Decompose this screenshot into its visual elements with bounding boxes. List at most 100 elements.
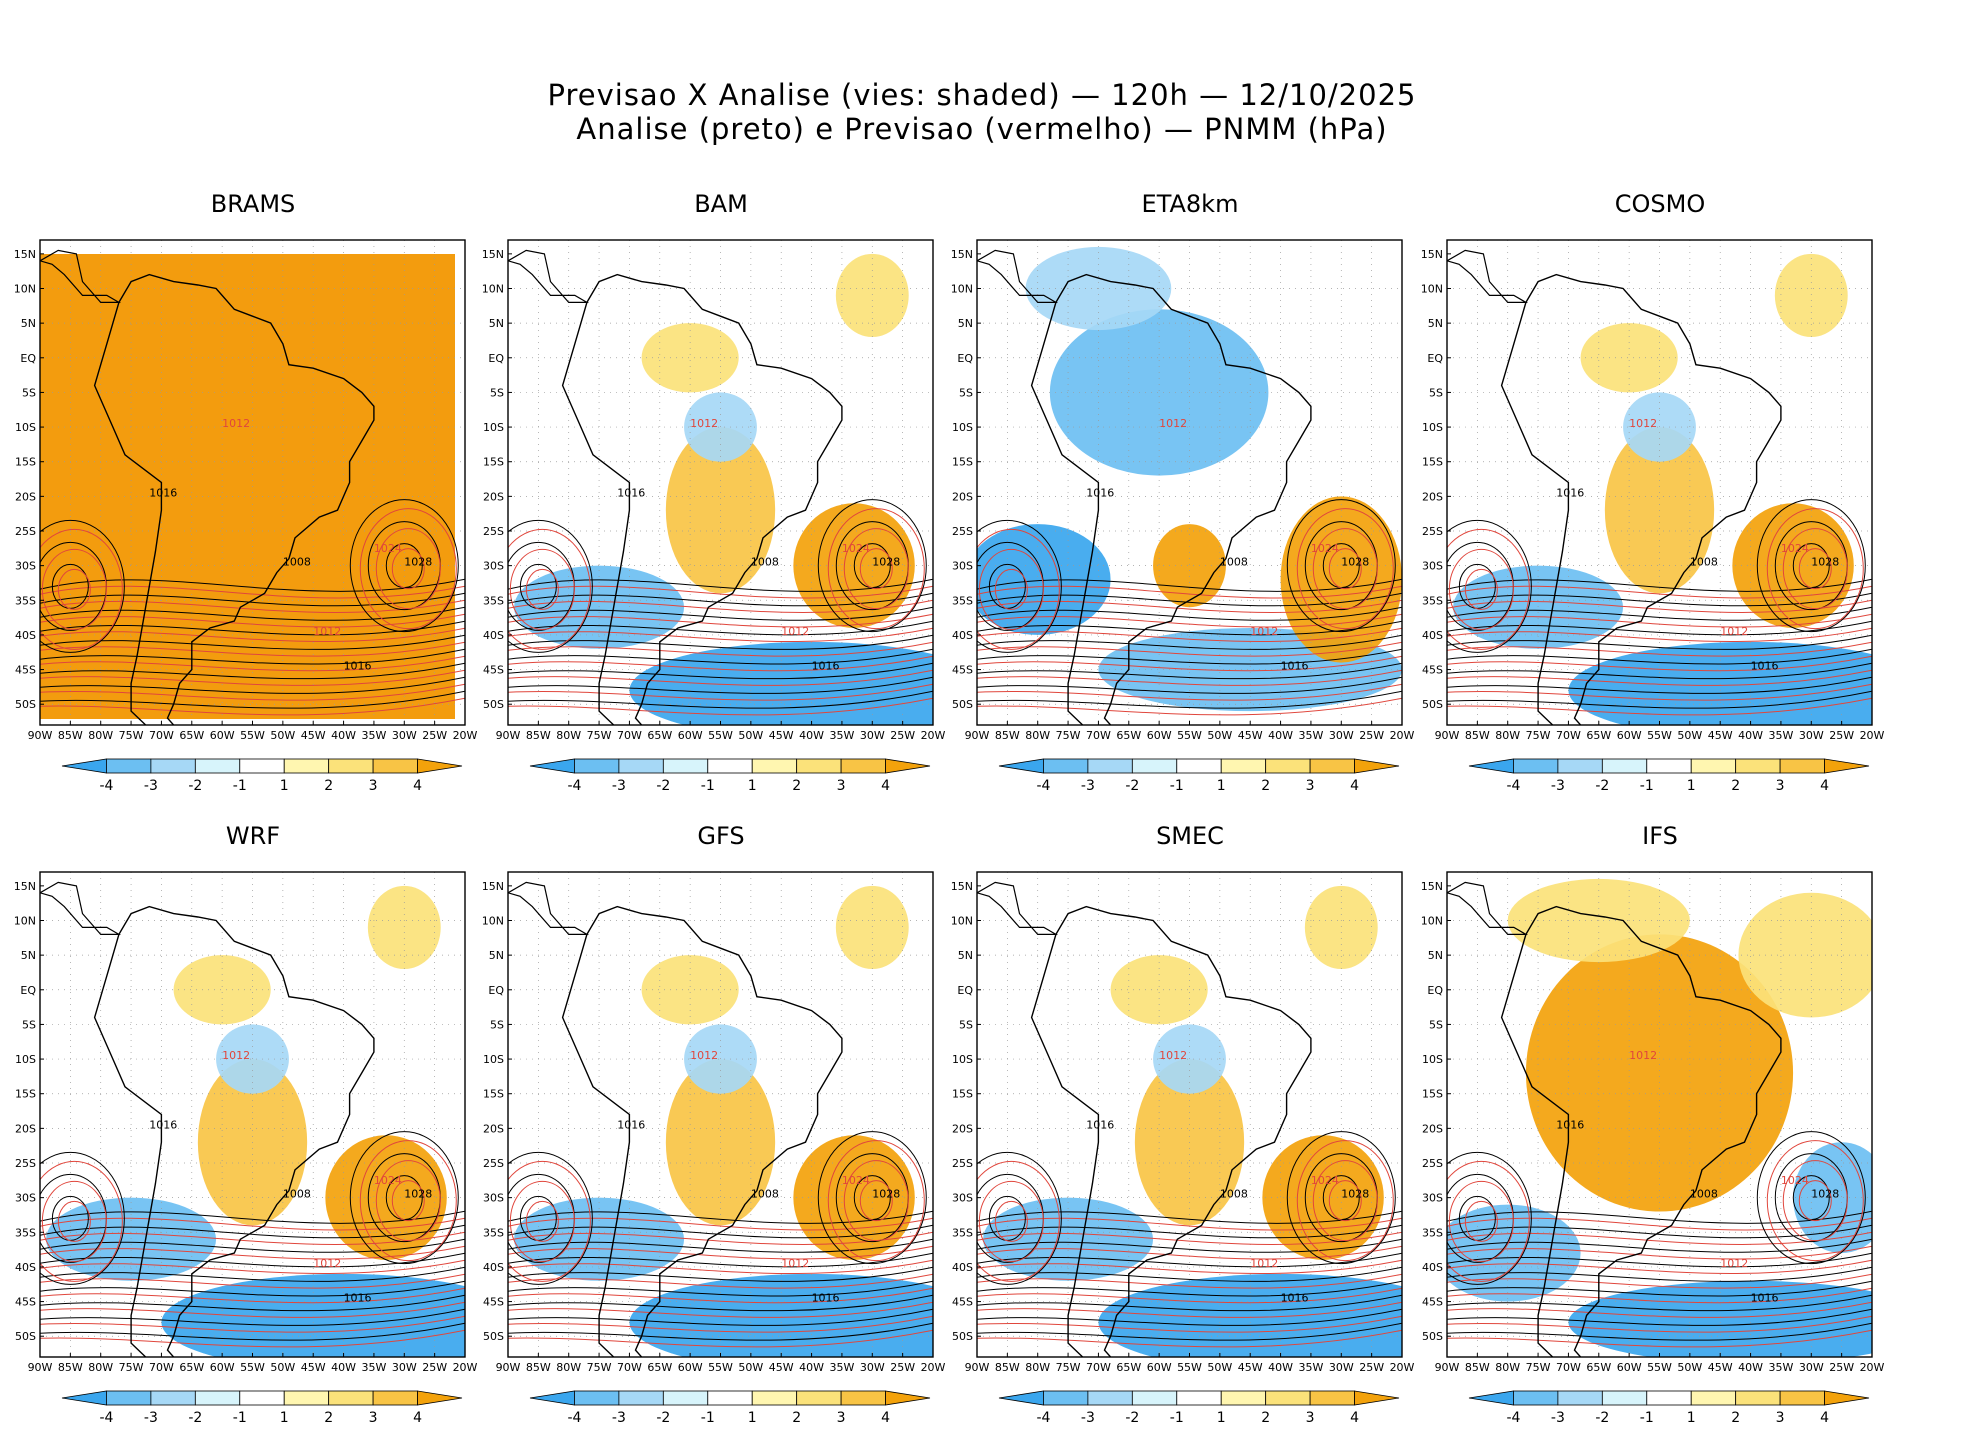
colorbar-segment [618,1390,664,1406]
forecast-isobar [977,627,1402,643]
forecast-isobar [1798,1180,1832,1222]
colorbar-label: 2 [1261,778,1270,794]
lon-tick-label: 45W [1238,1361,1263,1374]
contour-label: 1024 [1311,542,1339,555]
colorbar-label: -4 [99,778,113,794]
bias-shading [684,392,757,462]
colorbar-segment [239,758,285,774]
lat-tick-label: 35S [483,594,504,607]
forecast-isobar [977,683,1402,701]
analysis-isobar [1447,634,1872,650]
colorbar-segment [106,1390,152,1406]
colorbar-label: 2 [324,778,333,794]
analysis-isobar [1447,1322,1872,1341]
lat-tick-label: 30S [15,1192,36,1205]
central-america-outline [977,249,1059,303]
colorbar-label: 3 [1306,778,1315,794]
lon-tick-label: 80W [1025,1361,1050,1374]
colorbar-label: 4 [413,1410,422,1426]
contour-label: 1024 [842,542,870,555]
colorbar-segment [1220,1390,1267,1406]
forecast-isobar [977,1217,1402,1231]
colorbar-segment [1265,1390,1311,1406]
contour-label: 1016 [1086,1118,1114,1131]
contour-label: 1028 [1341,1188,1369,1201]
forecast-isobar [1447,669,1872,686]
lon-tick-label: 30W [1329,1361,1354,1374]
colorbar-label: -1 [1170,778,1184,794]
contour-label: 1024 [1781,542,1809,555]
colorbar-segment [1557,1390,1603,1406]
forecast-isobar [40,1245,465,1260]
lon-tick-label: 40W [1268,729,1293,742]
analysis-isobar [40,648,465,665]
lat-tick-label: 25S [1422,525,1443,538]
lon-tick-label: 45W [1238,729,1263,742]
colorbar-segment [574,758,620,774]
lat-tick-label: 40S [483,1261,504,1274]
bias-shading [1304,885,1378,969]
lon-tick-label: 60W [1147,729,1172,742]
forecast-isobar [375,528,441,610]
colorbar: -4 -3 -2 -1 1 2 3 4 [1468,1390,1870,1426]
lon-tick-label: 75W [1056,1361,1081,1374]
forecast-isobar [977,1301,1402,1318]
continent-outline [93,273,375,725]
bias-shading [367,885,441,969]
forecast-isobar [508,1329,933,1348]
lon-tick-label: 45W [1708,1361,1733,1374]
forecast-isobar [1328,548,1362,590]
lat-tick-label: EQ [488,352,504,365]
bias-shading [1153,524,1226,608]
lat-tick-label: 5S [22,1018,36,1031]
lat-tick-label: 30S [952,560,973,573]
lon-tick-label: 80W [1495,1361,1520,1374]
forecast-isobar [1447,1287,1872,1304]
colorbar-segment [417,1390,463,1406]
forecast-isobar [977,1287,1402,1304]
lon-tick-label: 30W [392,729,417,742]
bias-shading [1774,253,1848,337]
forecast-isobar [977,1259,1402,1275]
forecast-isobar [40,528,123,650]
lon-tick-label: 50W [1677,729,1702,742]
colorbar-segment [1513,1390,1559,1406]
colorbar-segment [1468,1390,1514,1406]
forecast-isobar [994,1200,1028,1242]
contour-label: 1012 [690,417,718,430]
figure-title-line2: Analise (preto) e Previsao (vermelho) — … [576,112,1388,146]
lat-tick-label: 20S [1422,1122,1443,1135]
lon-tick-label: 40W [799,1361,824,1374]
forecast-isobar [1447,683,1872,701]
bias-shading [173,955,271,1025]
lat-tick-label: 45S [15,664,36,677]
lat-tick-label: 20S [952,490,973,503]
colorbar-label: -2 [1595,778,1609,794]
colorbar-segment [1354,758,1400,774]
analysis-isobar [977,634,1402,650]
contour-label: 1016 [812,1292,840,1305]
bias-shading [161,1273,465,1357]
lon-tick-label: 35W [1768,729,1793,742]
lon-tick-label: 65W [179,729,204,742]
lat-tick-label: 45S [1422,664,1443,677]
bias-shading [1280,496,1402,663]
forecast-isobar [977,613,1402,628]
colorbar-segment [61,1390,107,1406]
colorbar-segment [707,1390,753,1406]
lat-tick-label: 5N [489,317,504,330]
lat-tick-label: 5N [21,949,36,962]
forecast-isobar [508,683,933,701]
lon-tick-label: 70W [1556,729,1581,742]
contour-label: 1024 [374,542,402,555]
forecast-isobar [41,1180,107,1262]
contour-label: 1012 [781,1257,809,1270]
contour-label: 1012 [313,1257,341,1270]
analysis-isobar [977,662,1402,680]
lat-tick-label: 15S [483,1088,504,1101]
colorbar-segment [1824,758,1870,774]
colorbar-label: 4 [1350,1410,1359,1426]
contour-label: 1008 [1220,1188,1248,1201]
colorbar-label: 3 [1776,1410,1785,1426]
